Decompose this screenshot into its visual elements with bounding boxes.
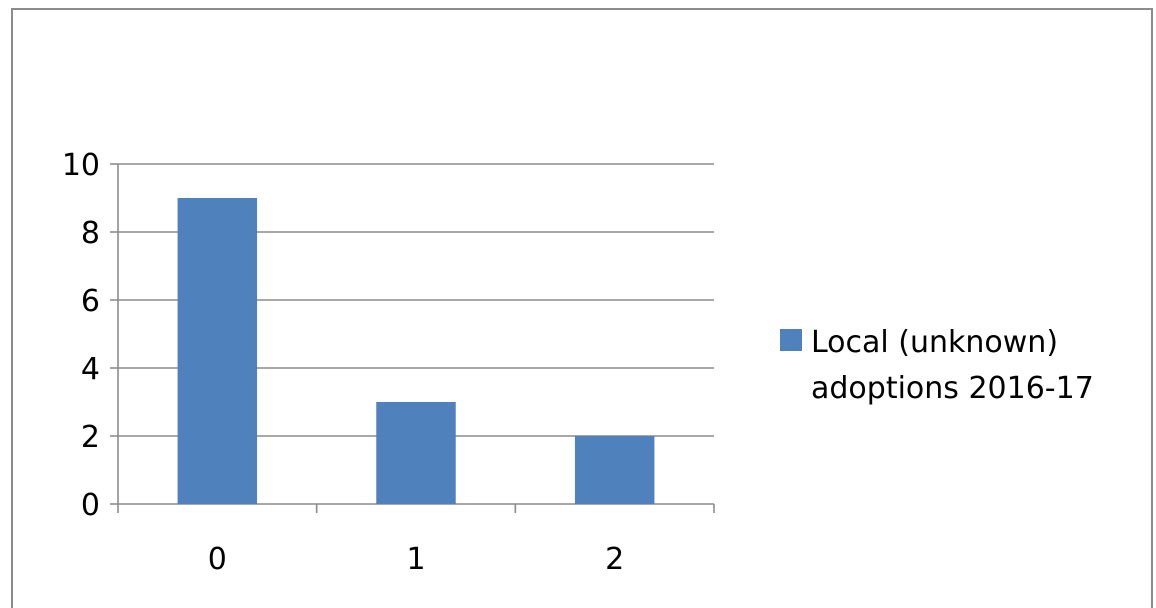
- x-axis-ticks: 0 1 2: [208, 542, 624, 577]
- y-tick-label-4: 4: [81, 352, 100, 387]
- legend-label-line-1: Local (unknown): [811, 325, 1058, 360]
- x-tick-label-1: 1: [406, 542, 425, 577]
- legend-label-line-2: adoptions 2016-17: [811, 371, 1094, 406]
- legend: Local (unknown) adoptions 2016-17: [780, 325, 1094, 406]
- bar-1: [376, 402, 456, 504]
- bars: [177, 198, 655, 504]
- x-tick-label-0: 0: [208, 542, 227, 577]
- bar-0: [177, 198, 258, 504]
- y-tick-label-10: 10: [62, 148, 100, 183]
- y-tick-label-0: 0: [81, 488, 100, 523]
- y-axis-ticks: 0 2 4 6 8 10: [62, 148, 100, 523]
- chart-frame: [11, 8, 1153, 608]
- bar-2: [574, 436, 655, 504]
- y-tick-label-8: 8: [81, 216, 100, 251]
- y-tick-label-6: 6: [81, 284, 100, 319]
- legend-swatch: [780, 329, 802, 351]
- y-tick-label-2: 2: [81, 420, 100, 455]
- x-tick-label-2: 2: [605, 542, 624, 577]
